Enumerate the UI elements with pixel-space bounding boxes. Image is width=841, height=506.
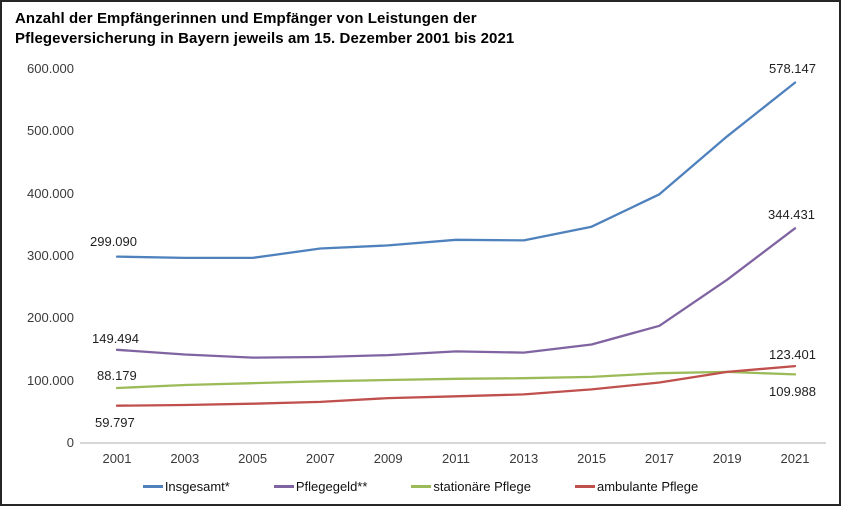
y-tick-label: 300.000 <box>27 248 74 263</box>
data-label-stationaere-2021: 109.988 <box>769 384 816 399</box>
legend-item: ambulante Pflege <box>575 479 698 494</box>
y-tick-label: 100.000 <box>27 372 74 388</box>
data-label-pflegegeld-2001: 149.494 <box>92 331 139 346</box>
y-tick-label: 200.000 <box>27 310 74 326</box>
data-label-stationaere-2001: 88.179 <box>97 368 137 383</box>
series-line-insgesamt- <box>115 81 797 260</box>
legend-item: Pflegegeld** <box>273 479 368 494</box>
y-tick-label: 600.000 <box>27 61 74 77</box>
series-lines <box>115 81 797 407</box>
data-label-insgesamt-2021: 578.147 <box>769 61 816 76</box>
data-label-ambulante-2001: 59.797 <box>95 415 135 430</box>
legend-label: Insgesamt* <box>164 479 230 494</box>
data-label-pflegegeld-2021: 344.431 <box>768 207 815 222</box>
chart-title: Anzahl der Empfängerinnen und Empfänger … <box>15 9 514 49</box>
chart-legend: Insgesamt* Pflegegeld** stationäre Pflege a… <box>2 479 839 494</box>
x-tick-label: 2019 <box>712 451 742 466</box>
x-tick-label: 2009 <box>373 451 403 466</box>
x-tick-label: 2013 <box>509 451 539 466</box>
x-tick-label: 2003 <box>170 451 200 466</box>
legend-label: stationäre Pflege <box>433 479 531 494</box>
x-tick-label: 2007 <box>305 451 335 466</box>
data-label-ambulante-2021: 123.401 <box>769 347 816 362</box>
x-tick-label: 2017 <box>644 451 674 466</box>
x-tick-label: 2021 <box>780 451 810 466</box>
series-line-ambulante-pflege <box>115 364 797 407</box>
legend-item: stationäre Pflege <box>411 479 531 494</box>
legend-label: ambulante Pflege <box>597 479 699 494</box>
y-tick-label: 500.000 <box>27 123 74 139</box>
chart-title-line2: Pflegeversicherung in Bayern jeweils am … <box>15 30 515 47</box>
legend-label: Pflegegeld** <box>295 479 368 494</box>
chart-title-line1: Anzahl der Empfängerinnen und Empfänger … <box>15 10 477 27</box>
x-tick-label: 2015 <box>577 451 607 466</box>
legend-line-icon <box>575 485 595 488</box>
y-tick-label: 400.000 <box>27 185 74 201</box>
legend-line-icon <box>142 485 163 488</box>
legend-item: Insgesamt* <box>142 479 230 494</box>
legend-line-icon <box>411 485 432 488</box>
y-tick-label: 0 <box>66 435 74 450</box>
data-label-insgesamt-2001: 299.090 <box>90 234 137 249</box>
x-tick-label: 2011 <box>442 451 470 466</box>
legend-line-icon <box>273 485 294 488</box>
x-tick-label: 2005 <box>238 451 268 466</box>
x-tick-label: 2001 <box>102 451 132 466</box>
series-line-station-re-pflege <box>115 370 797 390</box>
series-line-pflegegeld- <box>115 227 797 359</box>
